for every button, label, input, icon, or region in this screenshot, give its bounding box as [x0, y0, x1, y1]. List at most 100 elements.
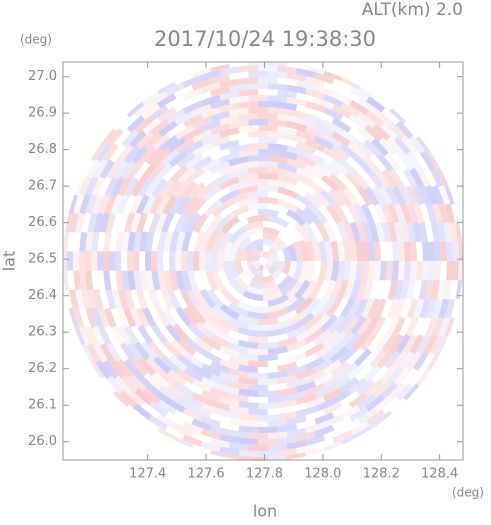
echo-cell [159, 134, 179, 152]
echo-cell [192, 378, 213, 393]
echo-cell [349, 420, 370, 436]
echo-cell [142, 387, 162, 405]
echo-cell [323, 401, 344, 415]
echo-cell [364, 380, 383, 398]
echo-cell [249, 247, 258, 256]
echo-cell [313, 343, 333, 360]
echo-cell [212, 270, 226, 292]
echo-cell [191, 392, 212, 406]
echo-cell [143, 372, 163, 390]
echo-cell [267, 345, 289, 355]
echo-cell [173, 423, 194, 437]
echo-cell [258, 426, 278, 433]
echo-cell [257, 317, 279, 326]
echo-cell [368, 221, 380, 243]
echo-cell [130, 212, 142, 233]
echo-cell [116, 194, 130, 215]
echo-cell [247, 154, 268, 162]
echo-cell [312, 190, 331, 209]
echo-cell [393, 136, 411, 155]
echo-cell [237, 352, 259, 361]
echo-cell [228, 342, 249, 354]
echo-cell [369, 349, 387, 369]
echo-cell [313, 358, 334, 373]
echo-cell [329, 279, 343, 301]
echo-cell [247, 202, 269, 211]
echo-cell [219, 90, 240, 101]
echo-cell [292, 261, 303, 281]
echo-cell [432, 298, 443, 319]
echo-cell [392, 185, 406, 206]
echo-cell [79, 231, 88, 252]
chart-title: 2017/10/24 19:38:30 [154, 27, 376, 51]
echo-cell [92, 376, 109, 396]
x-tick-label: 128.4 [421, 467, 458, 482]
echo-cell [305, 113, 326, 126]
echo-cell [209, 361, 231, 374]
echo-cell [457, 298, 463, 319]
echo-cell [413, 351, 429, 372]
echo-cell [347, 363, 366, 381]
echo-cell [212, 230, 226, 252]
echo-cell [425, 203, 437, 224]
echo-cell [237, 173, 259, 183]
echo-cell [209, 123, 231, 135]
echo-cell [347, 298, 362, 319]
echo-cell [192, 129, 213, 144]
echo-cell [180, 212, 195, 233]
echo-cell [295, 367, 317, 381]
echo-cell [162, 339, 181, 359]
echo-cell [295, 380, 317, 393]
echo-cell [186, 250, 194, 272]
echo-cell [200, 107, 221, 120]
echo-cell [248, 71, 268, 78]
echo-cell [235, 261, 244, 275]
echo-cell [405, 185, 419, 206]
echo-cell [168, 150, 188, 168]
echo-cell [167, 136, 187, 153]
echo-cell [174, 111, 195, 126]
echo-cell [430, 222, 440, 243]
echo-cell [257, 160, 279, 169]
echo-cell [277, 399, 298, 409]
echo-cell [286, 96, 307, 107]
echo-cell [165, 398, 186, 414]
echo-cell [183, 140, 204, 156]
echo-cell [287, 261, 297, 278]
echo-cell [371, 138, 389, 157]
echo-cell [267, 370, 288, 379]
echo-cell [126, 115, 146, 133]
echo-cell [157, 399, 177, 416]
echo-cell [403, 383, 421, 403]
echo-cell [93, 289, 104, 310]
echo-cell [325, 297, 342, 318]
echo-cell [169, 250, 176, 272]
echo-cell [85, 307, 98, 328]
echo-cell [105, 212, 117, 233]
echo-cell [323, 94, 344, 108]
plot-frame [62, 61, 464, 461]
echo-cell [389, 106, 408, 125]
echo-cell [418, 185, 432, 206]
echo-cell [103, 270, 112, 291]
echo-cell [267, 167, 289, 177]
echo-cell [444, 203, 456, 224]
echo-cell [210, 333, 231, 349]
echo-cell [258, 101, 278, 108]
echo-cell [228, 156, 249, 167]
echo-cell [169, 231, 180, 252]
echo-cell [425, 185, 438, 206]
echo-cell [265, 252, 272, 259]
y-tick-label: 26.9 [28, 106, 57, 121]
echo-cell [248, 119, 268, 126]
echo-cell [381, 333, 398, 354]
echo-cell [85, 176, 99, 197]
echo-cell [219, 139, 240, 151]
echo-cell [363, 364, 382, 383]
echo-cell [438, 184, 451, 205]
echo-cell [166, 383, 186, 400]
echo-cell [228, 316, 249, 330]
echo-cell [116, 359, 134, 378]
echo-cell [373, 396, 393, 413]
echo-cell [305, 422, 326, 434]
